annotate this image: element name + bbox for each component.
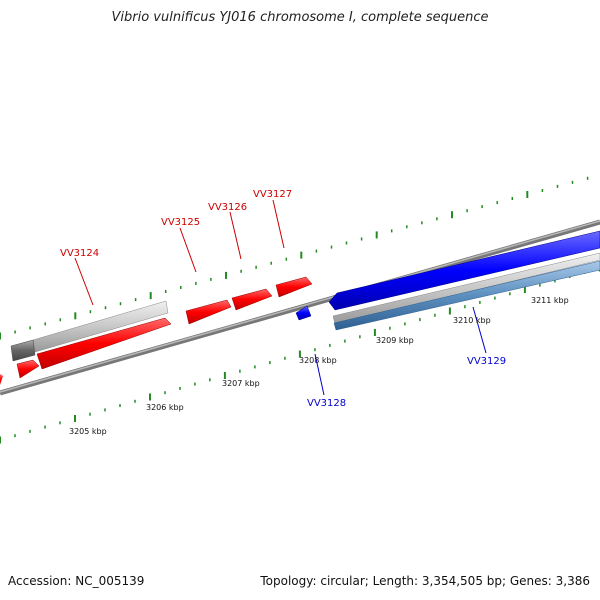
gene-label-vv3128: VV3128 xyxy=(307,398,346,409)
backbone-lower xyxy=(0,219,600,396)
cds-arrow-vv3125 xyxy=(185,299,232,325)
scale-label: 3208 kbp xyxy=(299,356,337,365)
inner-tick-row xyxy=(0,264,600,444)
label-leaders xyxy=(74,199,487,396)
gene-label-vv3129: VV3129 xyxy=(467,356,506,367)
dark-feature-bar xyxy=(10,339,36,362)
scale-label: 3207 kbp xyxy=(222,379,260,388)
map-title: Vibrio vulnificus YJ016 chromosome I, co… xyxy=(111,10,489,25)
cds-arrow-vv3124 xyxy=(36,317,172,370)
cds-arrow-vv3128 xyxy=(295,305,312,321)
gray-feature-bar xyxy=(32,300,169,353)
steel-feature-bar-right xyxy=(333,260,600,331)
gene-label-vv3125: VV3125 xyxy=(161,217,200,228)
summary-text: Topology: circular; Length: 3,354,505 bp… xyxy=(260,574,590,588)
scale-label: 3211 kbp xyxy=(531,296,569,305)
cds-arrow-vv3129 xyxy=(328,230,600,311)
cds-arrow-small-1 xyxy=(16,359,40,379)
accession-text: Accession: NC_005139 xyxy=(8,574,145,588)
gene-label-vv3127: VV3127 xyxy=(253,189,292,200)
scale-label: 3209 kbp xyxy=(376,336,414,345)
scale-labels: 3205 kbp 3206 kbp 3207 kbp 3208 kbp 3209… xyxy=(69,296,569,436)
scale-label: 3206 kbp xyxy=(146,403,184,412)
gray-feature-bar-right xyxy=(332,252,600,325)
gene-label-vv3126: VV3126 xyxy=(208,202,247,213)
scale-label: 3210 kbp xyxy=(453,316,491,325)
cds-arrow-vv3126 xyxy=(231,288,273,311)
cds-arrow-vv3127 xyxy=(275,276,313,298)
gene-label-vv3124: VV3124 xyxy=(60,248,99,259)
outer-tick-row xyxy=(0,176,589,340)
scale-label: 3205 kbp xyxy=(69,427,107,436)
gene-labels: VV3124 VV3125 VV3126 VV3127 VV3128 VV312… xyxy=(60,189,506,409)
cds-arrow-small-0 xyxy=(0,374,3,385)
